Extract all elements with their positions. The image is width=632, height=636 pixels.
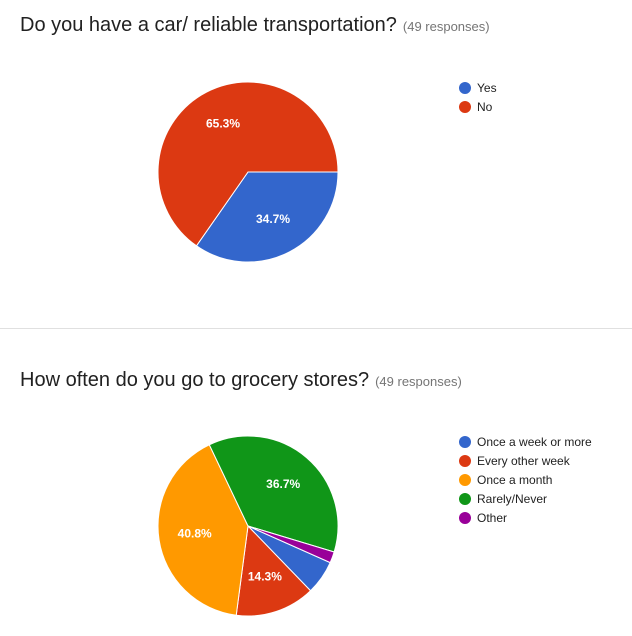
pie-slice-yes[interactable] (195, 171, 339, 263)
legend-swatch-icon (459, 493, 471, 505)
pie-chart-grocery: 14.3% 40.8% 36.7% (157, 435, 339, 617)
legend-label: Once a week or more (477, 435, 592, 449)
pie-slice-once-a-month[interactable] (157, 444, 249, 616)
slice-label-every-other-week: 14.3% (248, 569, 282, 583)
legend-label: Yes (477, 81, 497, 95)
legend-item-once-a-week-or-more[interactable]: Once a week or more (459, 433, 592, 452)
legend-label: Rarely/Never (477, 492, 548, 506)
legend-swatch-icon (459, 512, 471, 524)
chart-legend: Yes No (459, 79, 497, 117)
question-title: Do you have a car/ reliable transportati… (20, 14, 397, 36)
legend-item-other[interactable]: Other (459, 509, 592, 528)
pie-slice-other[interactable] (247, 525, 335, 564)
slice-label-once-a-month: 40.8% (178, 527, 212, 541)
legend-item-every-other-week[interactable]: Every other week (459, 452, 592, 471)
legend-item-no[interactable]: No (459, 98, 497, 117)
legend-label: Other (477, 511, 508, 525)
legend-swatch-icon (459, 101, 471, 113)
pie-slice-every-other-week[interactable] (235, 524, 312, 617)
legend-swatch-icon (459, 455, 471, 467)
legend-label: Every other week (477, 454, 570, 468)
legend-item-once-a-month[interactable]: Once a month (459, 471, 592, 490)
question-card-transportation: Do you have a car/ reliable transportati… (20, 14, 497, 263)
legend-swatch-icon (459, 82, 471, 94)
chart-legend: Once a week or more Every other week Once … (459, 433, 592, 528)
pie-chart-transportation: 34.7% 65.3% (157, 81, 339, 263)
slice-label-yes: 34.7% (256, 212, 290, 226)
legend-item-rarely-never[interactable]: Rarely/Never (459, 490, 592, 509)
question-card-grocery: How often do you go to grocery stores? (4… (0, 329, 632, 636)
slice-label-no: 65.3% (206, 116, 240, 130)
legend-swatch-icon (459, 436, 471, 448)
pie-slice-rarely-never[interactable] (208, 435, 339, 553)
legend-label: Once a month (477, 473, 553, 487)
legend-swatch-icon (459, 474, 471, 486)
legend-label: No (477, 100, 493, 114)
response-count: (49 responses) (402, 19, 490, 34)
question-title: How often do you go to grocery stores? (20, 369, 370, 391)
question-header: Do you have a car/ reliable transportati… (20, 14, 490, 37)
card-divider (0, 328, 632, 329)
slice-label-rarely-never: 36.7% (266, 477, 300, 491)
response-count: (49 responses) (375, 374, 462, 389)
question-header: How often do you go to grocery stores? (4… (20, 369, 462, 392)
legend-item-yes[interactable]: Yes (459, 79, 497, 98)
pie-slice-no[interactable] (157, 81, 339, 247)
